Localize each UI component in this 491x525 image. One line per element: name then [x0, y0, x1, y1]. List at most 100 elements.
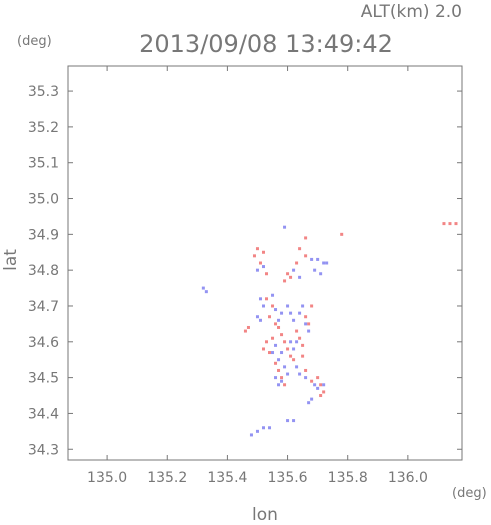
data-point-positive	[295, 261, 299, 265]
data-point-negative	[277, 318, 281, 322]
data-point-negative	[319, 272, 323, 276]
data-point-negative	[304, 376, 308, 380]
data-point-negative	[295, 365, 299, 369]
data-point-negative	[255, 429, 259, 433]
data-point-negative	[268, 426, 272, 430]
x-tick-label: 135.6	[268, 470, 308, 486]
data-point-positive	[274, 322, 278, 326]
data-point-positive	[292, 358, 296, 362]
data-point-positive	[274, 361, 278, 365]
data-point-negative	[274, 343, 278, 347]
x-tick-label: 135.2	[147, 470, 187, 486]
data-point-positive	[277, 325, 281, 329]
data-point-negative	[286, 372, 290, 376]
data-point-negative	[261, 426, 265, 430]
data-point-positive	[298, 336, 302, 340]
plot-area-frame	[67, 65, 463, 461]
data-point-positive	[271, 336, 275, 340]
data-points	[201, 222, 458, 437]
data-point-positive	[298, 247, 302, 251]
data-point-positive	[319, 394, 323, 398]
data-point-negative	[261, 304, 265, 308]
x-axis-label: lon	[252, 505, 278, 521]
data-point-negative	[325, 261, 329, 265]
data-point-negative	[298, 372, 302, 376]
data-point-negative	[274, 308, 278, 312]
y-tick-label: 35.1	[28, 156, 59, 172]
data-point-negative	[310, 397, 314, 401]
y-tick-label: 35.2	[28, 120, 59, 136]
data-point-positive	[280, 376, 284, 380]
data-point-positive	[304, 254, 308, 258]
data-point-negative	[292, 268, 296, 272]
data-point-positive	[304, 315, 308, 319]
data-point-positive	[258, 261, 262, 265]
y-axis-ticks: 34.3 34.4 34.5 34.6 34.7 34.8 34.9 35.0 35.1 35.2…	[28, 84, 462, 458]
data-point-positive	[246, 325, 250, 329]
data-point-positive	[261, 347, 265, 351]
data-point-positive	[255, 247, 259, 251]
data-point-negative	[292, 318, 296, 322]
data-point-positive	[268, 351, 272, 355]
data-point-positive	[268, 315, 272, 319]
x-tick-label: 135.0	[87, 470, 127, 486]
data-point-positive	[265, 272, 269, 276]
data-point-negative	[310, 257, 314, 261]
data-point-negative	[258, 297, 262, 301]
chart-title: 2013/09/08 13:49:42	[139, 30, 393, 58]
data-point-negative	[274, 376, 278, 380]
data-point-negative	[255, 268, 259, 272]
data-point-positive	[301, 354, 305, 358]
data-point-positive	[304, 236, 308, 240]
data-point-negative	[313, 268, 317, 272]
data-point-negative	[277, 383, 281, 387]
data-point-negative	[316, 386, 320, 390]
data-point-negative	[249, 433, 253, 437]
y-tick-label: 34.8	[28, 263, 59, 279]
x-axis-ticks: 135.0 135.2 135.4 135.6 135.8 136.0	[87, 66, 428, 486]
data-point-positive	[243, 329, 247, 333]
data-point-positive	[286, 272, 290, 276]
data-point-negative	[313, 383, 317, 387]
data-point-negative	[201, 286, 205, 290]
data-point-positive	[340, 232, 344, 236]
data-point-negative	[322, 383, 326, 387]
data-point-negative	[307, 329, 311, 333]
data-point-positive	[316, 376, 320, 380]
data-point-positive	[283, 279, 287, 283]
data-point-positive	[310, 304, 314, 308]
data-point-positive	[277, 368, 281, 372]
data-point-positive	[283, 383, 287, 387]
data-point-negative	[304, 322, 308, 326]
data-point-positive	[304, 368, 308, 372]
data-point-negative	[280, 311, 284, 315]
data-point-negative	[292, 347, 296, 351]
data-point-negative	[255, 315, 259, 319]
data-point-negative	[204, 290, 208, 294]
x-tick-label: 136.0	[388, 470, 428, 486]
data-point-positive	[448, 222, 452, 226]
data-point-negative	[322, 261, 326, 265]
data-point-negative	[292, 419, 296, 423]
y-tick-label: 34.6	[28, 335, 59, 351]
y-tick-label: 34.3	[28, 442, 59, 458]
data-point-positive	[265, 297, 269, 301]
data-point-positive	[261, 250, 265, 254]
data-point-negative	[301, 304, 305, 308]
data-point-positive	[252, 254, 256, 258]
data-point-positive	[295, 329, 299, 333]
data-point-positive	[280, 333, 284, 337]
data-point-negative	[286, 419, 290, 423]
y-axis-label: lat	[1, 249, 21, 271]
data-point-positive	[283, 340, 287, 344]
data-point-negative	[289, 311, 293, 315]
data-point-negative	[258, 318, 262, 322]
y-tick-label: 34.7	[28, 299, 59, 315]
data-point-positive	[301, 343, 305, 347]
y-tick-label: 34.5	[28, 371, 59, 387]
data-point-positive	[286, 347, 290, 351]
data-point-positive	[307, 322, 311, 326]
data-point-positive	[310, 379, 314, 383]
